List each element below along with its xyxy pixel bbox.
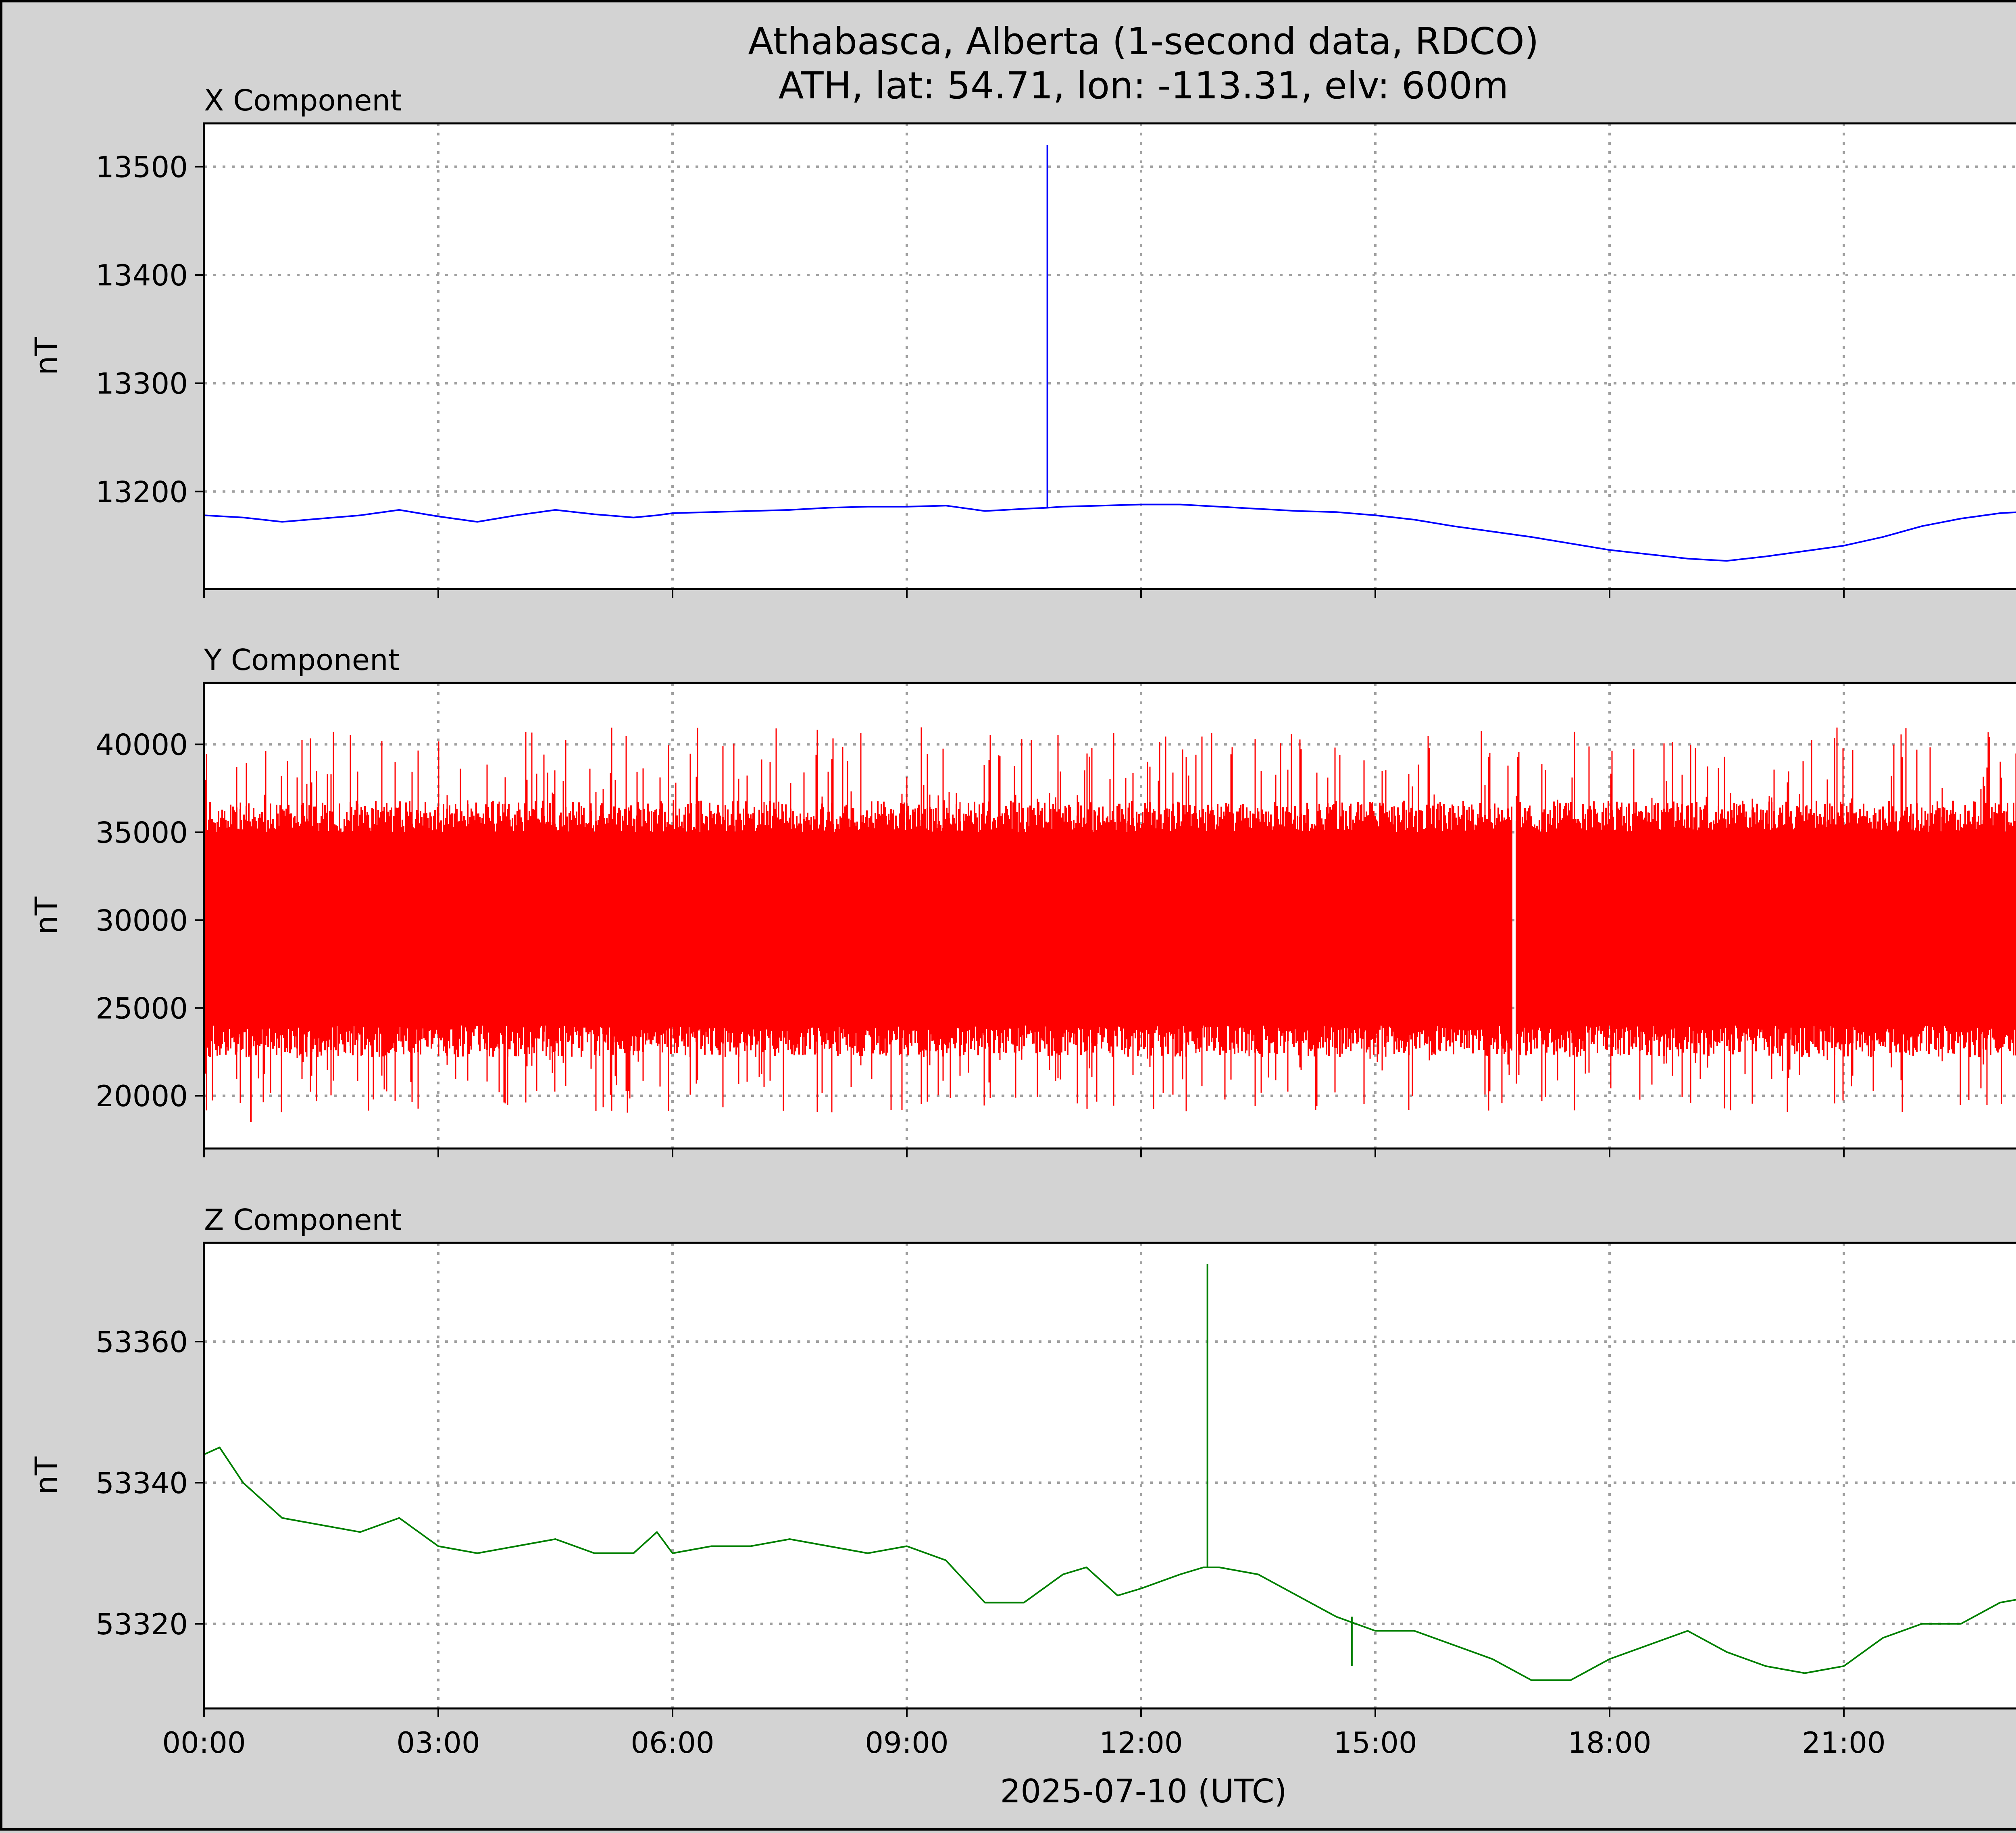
y-tick-label: 30000	[96, 903, 188, 937]
x-tick-label: 15:00	[1333, 1726, 1417, 1760]
figure-title-line1: Athabasca, Alberta (1-second data, RDCO)	[748, 20, 1539, 63]
y-tick-label: 53340	[96, 1466, 188, 1500]
panel-title: Y Component	[204, 643, 400, 677]
y-tick-label: 13200	[96, 475, 188, 509]
figure-title-line2: ATH, lat: 54.71, lon: -113.31, elv: 600m	[779, 64, 1509, 107]
y-tick-label: 13300	[96, 367, 188, 401]
series-line	[204, 1446, 2016, 1681]
x-tick-label: 03:00	[396, 1726, 480, 1760]
plot-frame	[203, 682, 2016, 1150]
plot-area	[204, 123, 2016, 589]
x-tick-label: 12:00	[1099, 1726, 1183, 1760]
x-tick-label: 00:00	[162, 1726, 246, 1760]
series-line	[204, 504, 2016, 562]
y-tick-label: 13500	[96, 150, 188, 184]
y-axis-label: nT	[28, 1456, 64, 1495]
panel-2: Y Component 20000 25000 30000 35000 40000 nT	[28, 643, 2016, 1157]
y-tick-label: 53320	[96, 1607, 188, 1641]
y-tick-label: 13400	[96, 258, 188, 292]
x-tick-label: 06:00	[631, 1726, 714, 1760]
plot-frame	[203, 1242, 2016, 1710]
plot-area	[204, 1243, 2016, 1708]
plot-frame	[203, 122, 2016, 590]
y-tick-label: 35000	[96, 816, 188, 849]
panel-1: X Component 13200 13300 13400 13500 nT	[28, 83, 2016, 598]
y-axis-label: nT	[28, 337, 64, 375]
panel-title: Z Component	[204, 1203, 402, 1237]
y-tick-label: 25000	[96, 991, 188, 1025]
x-tick-label: 09:00	[865, 1726, 949, 1760]
y-tick-label: 53360	[96, 1325, 188, 1359]
y-component-excursions	[204, 727, 2016, 1113]
y-axis-label: nT	[28, 897, 64, 935]
y-tick-label: 40000	[96, 728, 188, 762]
x-axis-label: 2025-07-10 (UTC)	[1000, 1773, 1287, 1810]
panel-title: X Component	[204, 83, 402, 117]
x-tick-label: 18:00	[1568, 1726, 1652, 1760]
panel-3: Z Component 00:00 03:00 06:00 09:00 12:00 15:0…	[28, 1203, 2016, 1760]
y-tick-label: 20000	[96, 1079, 188, 1113]
x-tick-label: 21:00	[1802, 1726, 1886, 1760]
